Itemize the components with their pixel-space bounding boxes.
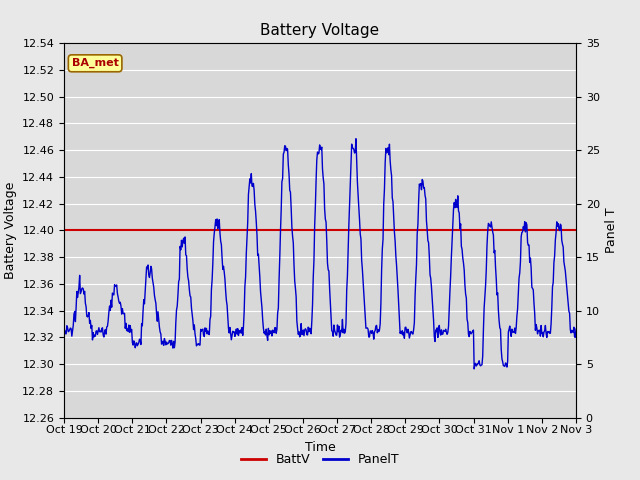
Y-axis label: Battery Voltage: Battery Voltage [4, 182, 17, 279]
Legend: BattV, PanelT: BattV, PanelT [236, 448, 404, 471]
Y-axis label: Panel T: Panel T [605, 207, 618, 253]
Text: BA_met: BA_met [72, 58, 118, 69]
X-axis label: Time: Time [305, 441, 335, 454]
Title: Battery Voltage: Battery Voltage [260, 23, 380, 38]
